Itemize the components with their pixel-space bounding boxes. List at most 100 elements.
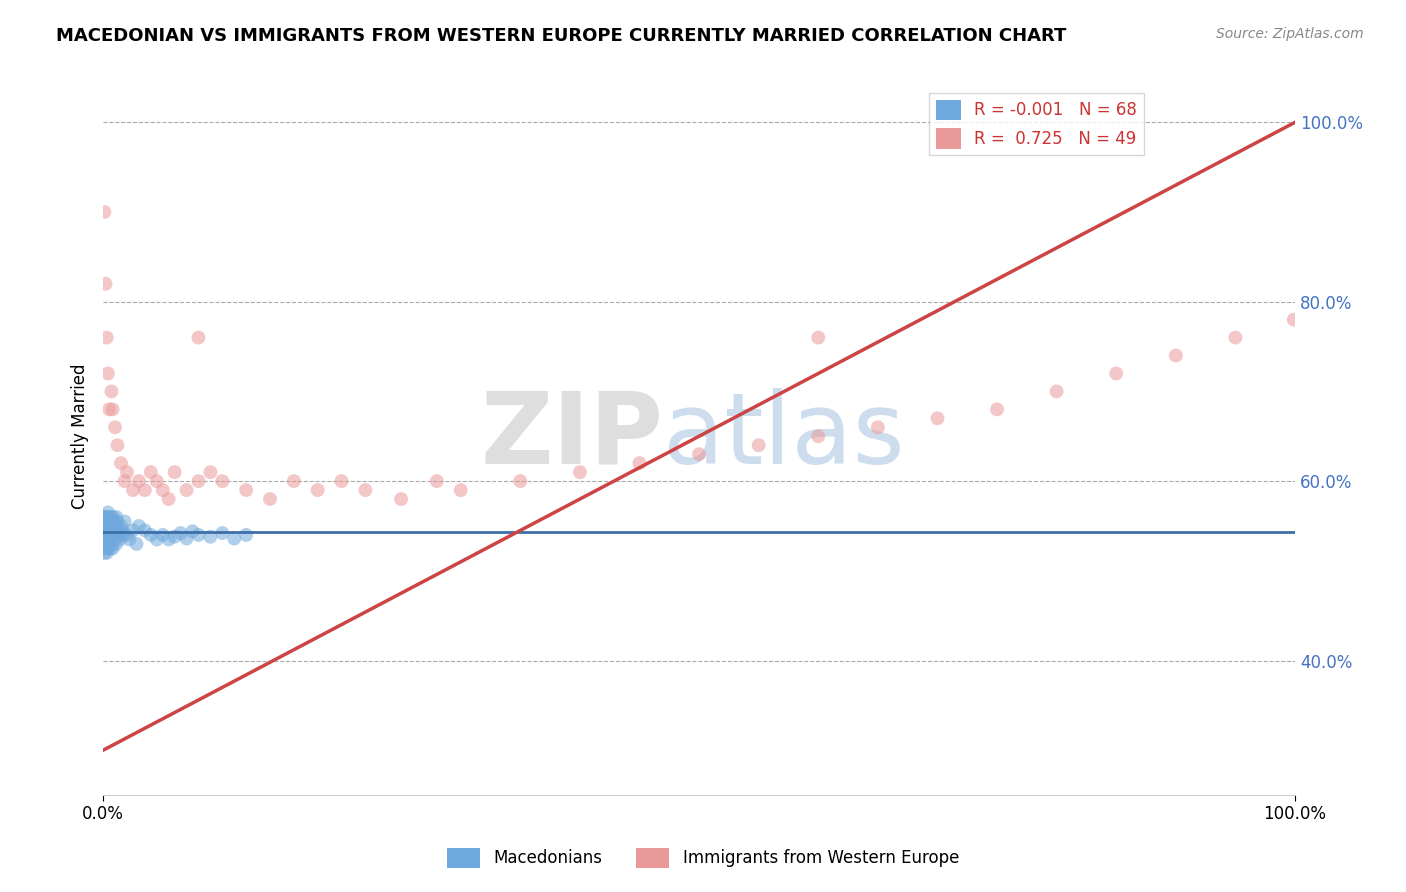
Point [93, 546, 115, 560]
Point [1164, 349, 1187, 363]
Point [211, 474, 233, 488]
Point [97, 533, 120, 547]
Point [163, 530, 186, 544]
Point [98, 510, 121, 524]
Point [807, 330, 830, 344]
Point [1046, 384, 1069, 399]
Point [128, 474, 150, 488]
Point [1225, 330, 1247, 344]
Point [114, 515, 136, 529]
Point [163, 465, 186, 479]
Point [97, 506, 120, 520]
Point [94, 533, 117, 547]
Point [110, 519, 132, 533]
Point [104, 524, 127, 538]
Point [108, 533, 131, 547]
Point [98, 515, 121, 529]
Point [100, 537, 122, 551]
Point [259, 491, 281, 506]
Point [103, 528, 125, 542]
Point [187, 528, 209, 542]
Point [110, 456, 132, 470]
Point [807, 429, 830, 443]
Point [104, 533, 127, 547]
Point [96, 537, 118, 551]
Point [187, 474, 209, 488]
Point [98, 402, 121, 417]
Text: Source: ZipAtlas.com: Source: ZipAtlas.com [1216, 27, 1364, 41]
Point [176, 532, 198, 546]
Point [125, 537, 148, 551]
Point [96, 528, 118, 542]
Point [101, 402, 124, 417]
Point [509, 474, 531, 488]
Point [98, 524, 121, 538]
Point [93, 528, 115, 542]
Point [100, 384, 122, 399]
Point [283, 474, 305, 488]
Point [103, 515, 125, 529]
Point [389, 491, 412, 506]
Y-axis label: Currently Married: Currently Married [72, 364, 89, 509]
Point [426, 474, 449, 488]
Point [235, 483, 257, 497]
Point [97, 524, 120, 538]
Point [96, 330, 118, 344]
Point [866, 420, 889, 434]
Point [122, 524, 145, 538]
Point [98, 533, 121, 547]
Point [100, 515, 122, 529]
Point [112, 528, 135, 542]
Legend: Macedonians, Immigrants from Western Europe: Macedonians, Immigrants from Western Eur… [440, 841, 966, 875]
Point [152, 528, 174, 542]
Point [134, 483, 156, 497]
Point [94, 510, 117, 524]
Point [93, 519, 115, 533]
Point [176, 483, 198, 497]
Point [450, 483, 472, 497]
Point [97, 541, 120, 556]
Point [107, 524, 129, 538]
Point [105, 510, 128, 524]
Point [97, 367, 120, 381]
Point [139, 528, 162, 542]
Point [181, 524, 204, 539]
Point [111, 524, 134, 538]
Point [118, 533, 141, 547]
Point [94, 524, 117, 538]
Point [101, 541, 124, 556]
Point [107, 438, 129, 452]
Point [187, 330, 209, 344]
Point [94, 277, 117, 291]
Point [96, 546, 118, 560]
Point [115, 465, 138, 479]
Point [93, 205, 115, 219]
Point [104, 420, 127, 434]
Point [94, 541, 117, 556]
Point [224, 532, 246, 546]
Point [96, 524, 118, 538]
Point [139, 465, 162, 479]
Point [688, 447, 710, 461]
Point [114, 474, 136, 488]
Point [354, 483, 377, 497]
Point [157, 533, 180, 547]
Point [1282, 312, 1305, 326]
Point [98, 541, 121, 556]
Point [97, 515, 120, 529]
Point [628, 456, 651, 470]
Point [104, 519, 127, 533]
Point [122, 483, 145, 497]
Point [93, 510, 115, 524]
Point [96, 510, 118, 524]
Point [145, 533, 167, 547]
Point [145, 474, 167, 488]
Point [107, 515, 129, 529]
Point [986, 402, 1008, 417]
Point [94, 515, 117, 529]
Point [98, 533, 121, 547]
Point [152, 483, 174, 497]
Point [211, 526, 233, 541]
Point [107, 528, 129, 542]
Point [748, 438, 770, 452]
